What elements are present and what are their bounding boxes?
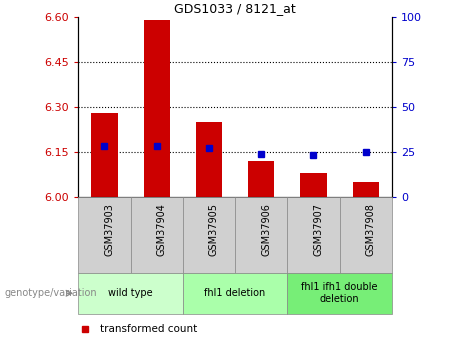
Bar <box>196 122 222 197</box>
Text: fhl1 ifh1 double
deletion: fhl1 ifh1 double deletion <box>301 283 378 304</box>
Text: GSM37907: GSM37907 <box>313 203 324 256</box>
Bar <box>248 161 274 197</box>
Bar <box>78 197 130 273</box>
Bar <box>301 173 326 197</box>
Title: GDS1033 / 8121_at: GDS1033 / 8121_at <box>174 2 296 15</box>
Bar <box>353 182 379 197</box>
Text: transformed count: transformed count <box>100 324 198 334</box>
Bar <box>235 197 287 273</box>
Bar <box>78 273 183 314</box>
Bar <box>183 273 287 314</box>
Text: GSM37905: GSM37905 <box>209 203 219 256</box>
Bar <box>340 197 392 273</box>
Text: GSM37906: GSM37906 <box>261 203 271 256</box>
Text: wild type: wild type <box>108 288 153 298</box>
Text: GSM37903: GSM37903 <box>105 203 114 256</box>
Text: GSM37904: GSM37904 <box>157 203 167 256</box>
Bar <box>130 197 183 273</box>
Bar <box>287 197 340 273</box>
Text: GSM37908: GSM37908 <box>366 203 376 256</box>
Text: fhl1 deletion: fhl1 deletion <box>205 288 266 298</box>
Text: genotype/variation: genotype/variation <box>5 288 97 298</box>
Bar <box>144 20 170 197</box>
Bar <box>91 113 118 197</box>
Bar <box>287 273 392 314</box>
Bar <box>183 197 235 273</box>
